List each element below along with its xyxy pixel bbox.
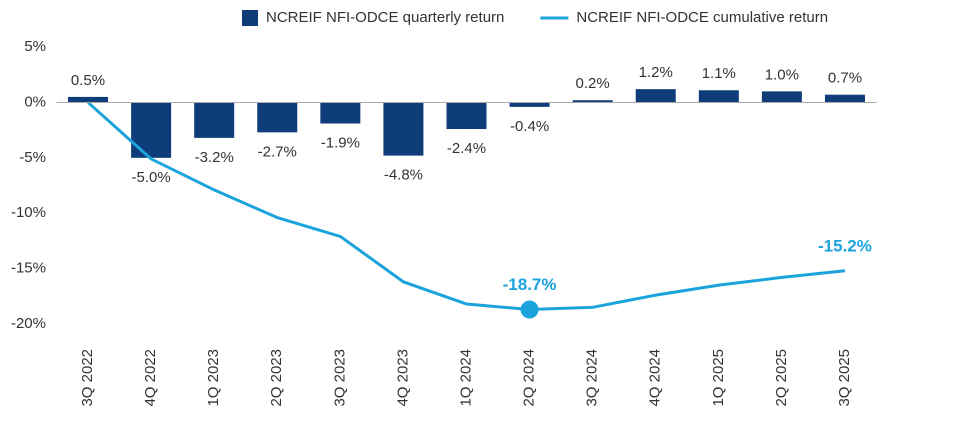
bar <box>68 96 109 103</box>
line <box>87 101 846 312</box>
x-tick-label: 4Q 2023 <box>394 349 411 407</box>
bar <box>131 102 172 158</box>
x-tick-label: 3Q 2022 <box>79 349 96 407</box>
data-label: -2.4% <box>447 140 486 157</box>
data-label: 1.1% <box>702 65 736 82</box>
line-marker <box>520 300 539 319</box>
bar <box>194 102 235 138</box>
x-tick-label: 1Q 2025 <box>710 349 727 407</box>
data-label: -5.0% <box>132 169 171 186</box>
data-label: 0.5% <box>71 72 105 89</box>
legend-label: NCREIF NFI-ODCE quarterly return <box>266 9 504 26</box>
bar <box>383 102 424 156</box>
x-tick-label: 2Q 2024 <box>521 349 538 407</box>
data-label: -15.2% <box>818 236 872 255</box>
data-label: -4.8% <box>384 167 423 184</box>
data-label: -2.7% <box>258 143 297 160</box>
x-tick-label: 2Q 2025 <box>773 349 790 407</box>
bar <box>257 102 298 133</box>
bar <box>761 91 802 103</box>
data-label: -3.2% <box>195 149 234 166</box>
data-label: 0.2% <box>576 75 610 92</box>
data-label: 1.0% <box>765 66 799 83</box>
x-tick-label: 2Q 2023 <box>268 349 285 407</box>
y-tick-label: -20% <box>11 315 46 332</box>
bar <box>320 102 361 124</box>
x-tick-label: 1Q 2024 <box>457 349 474 407</box>
y-tick-label: -10% <box>11 204 46 221</box>
y-tick-label: 5% <box>24 38 46 55</box>
x-tick-label: 3Q 2025 <box>836 349 853 407</box>
legend-swatch <box>242 10 258 26</box>
bar <box>635 89 676 103</box>
data-label: -18.7% <box>503 275 557 294</box>
bar <box>698 90 739 103</box>
y-tick-label: -5% <box>19 149 46 166</box>
bar <box>572 100 613 103</box>
data-label: 0.7% <box>828 70 862 87</box>
x-tick-label: 3Q 2024 <box>584 349 601 407</box>
x-tick-label: 1Q 2023 <box>205 349 222 407</box>
bar <box>824 94 865 103</box>
x-tick-label: 4Q 2022 <box>142 349 159 407</box>
y-tick-label: -15% <box>11 260 46 277</box>
data-label: -0.4% <box>510 118 549 135</box>
legend-label: NCREIF NFI-ODCE cumulative return <box>576 9 828 26</box>
x-tick-label: 4Q 2024 <box>647 349 664 407</box>
x-tick-label: 3Q 2023 <box>331 349 348 407</box>
bar <box>446 102 487 130</box>
data-label: 1.2% <box>639 64 673 81</box>
data-label: -1.9% <box>321 134 360 151</box>
bar <box>509 102 550 107</box>
y-tick-label: 0% <box>24 93 46 110</box>
